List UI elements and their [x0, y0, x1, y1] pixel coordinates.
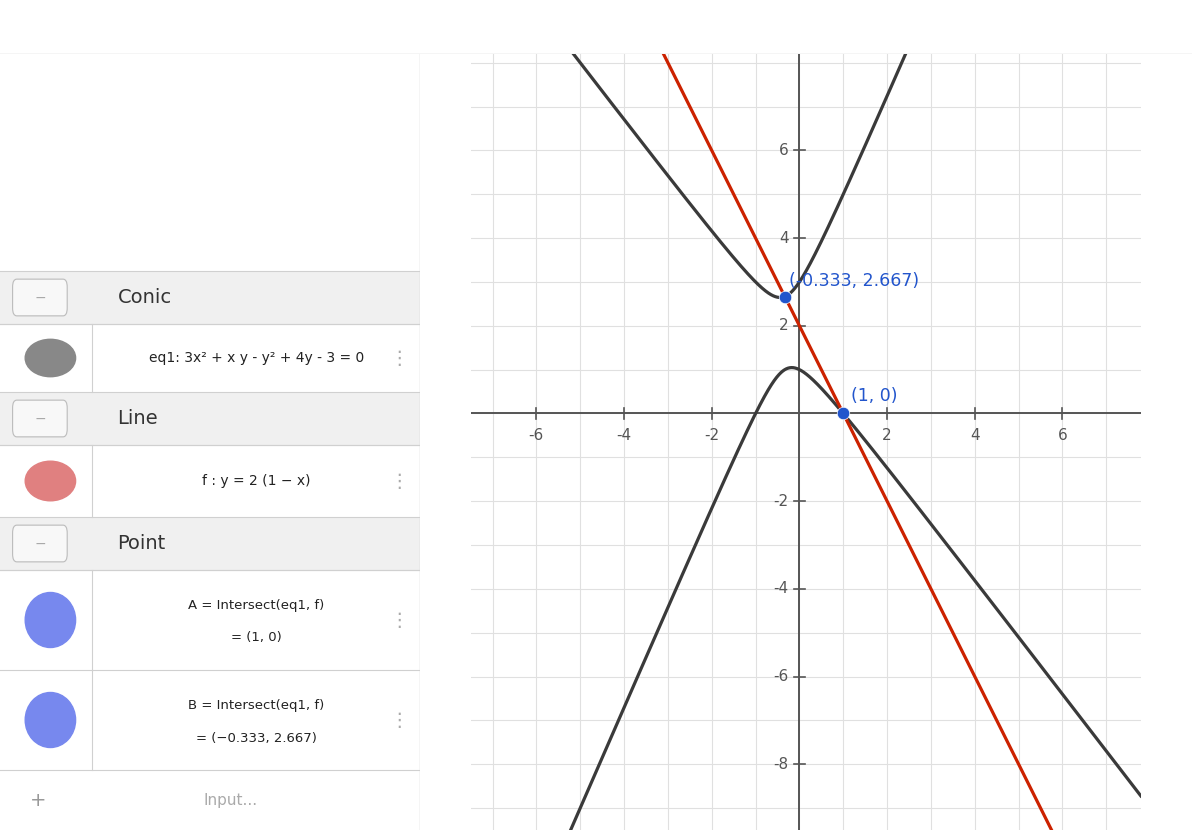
Text: -6: -6 [529, 427, 544, 442]
FancyBboxPatch shape [13, 400, 67, 437]
Text: A = Intersect(eq1, f): A = Intersect(eq1, f) [188, 598, 324, 612]
Ellipse shape [25, 461, 75, 500]
Text: ⋮: ⋮ [390, 349, 409, 368]
Text: 6: 6 [1057, 427, 1067, 442]
Text: -2: -2 [774, 494, 788, 509]
Text: −: − [35, 536, 45, 550]
Text: 2: 2 [882, 427, 892, 442]
Text: +: + [30, 790, 46, 809]
Text: −: − [35, 290, 45, 305]
FancyBboxPatch shape [0, 271, 420, 324]
Text: -6: -6 [774, 669, 788, 684]
FancyBboxPatch shape [0, 324, 420, 392]
FancyBboxPatch shape [0, 517, 420, 570]
Text: -2: -2 [704, 427, 719, 442]
Text: f : y = 2 (1 − x): f : y = 2 (1 − x) [201, 474, 310, 488]
Ellipse shape [25, 593, 75, 647]
Text: Input...: Input... [204, 793, 257, 808]
Text: −: − [35, 412, 45, 426]
Text: 2: 2 [778, 318, 788, 334]
Text: ⋮: ⋮ [390, 611, 409, 629]
FancyBboxPatch shape [0, 445, 420, 517]
Text: B = Intersect(eq1, f): B = Intersect(eq1, f) [188, 699, 324, 711]
FancyBboxPatch shape [0, 392, 420, 445]
Text: 4: 4 [970, 427, 980, 442]
Text: 6: 6 [778, 143, 788, 158]
Text: ⋮: ⋮ [390, 710, 409, 730]
Text: = (1, 0): = (1, 0) [231, 632, 281, 645]
Text: Line: Line [118, 409, 159, 428]
Text: (1, 0): (1, 0) [851, 388, 898, 405]
Text: eq1: 3x² + x y - y² + 4y - 3 = 0: eq1: 3x² + x y - y² + 4y - 3 = 0 [149, 351, 364, 365]
Text: (-0.333, 2.667): (-0.333, 2.667) [789, 271, 919, 290]
Ellipse shape [25, 339, 75, 377]
Text: Conic: Conic [118, 288, 172, 307]
Text: Point: Point [118, 534, 166, 553]
FancyBboxPatch shape [13, 279, 67, 316]
FancyBboxPatch shape [0, 670, 420, 770]
FancyBboxPatch shape [0, 570, 420, 670]
Text: -8: -8 [774, 757, 788, 772]
Text: -4: -4 [774, 581, 788, 596]
Text: -4: -4 [616, 427, 632, 442]
Text: = (−0.333, 2.667): = (−0.333, 2.667) [195, 731, 317, 745]
Ellipse shape [25, 692, 75, 748]
Text: ⋮: ⋮ [390, 471, 409, 491]
FancyBboxPatch shape [13, 525, 67, 562]
Text: 4: 4 [778, 231, 788, 246]
